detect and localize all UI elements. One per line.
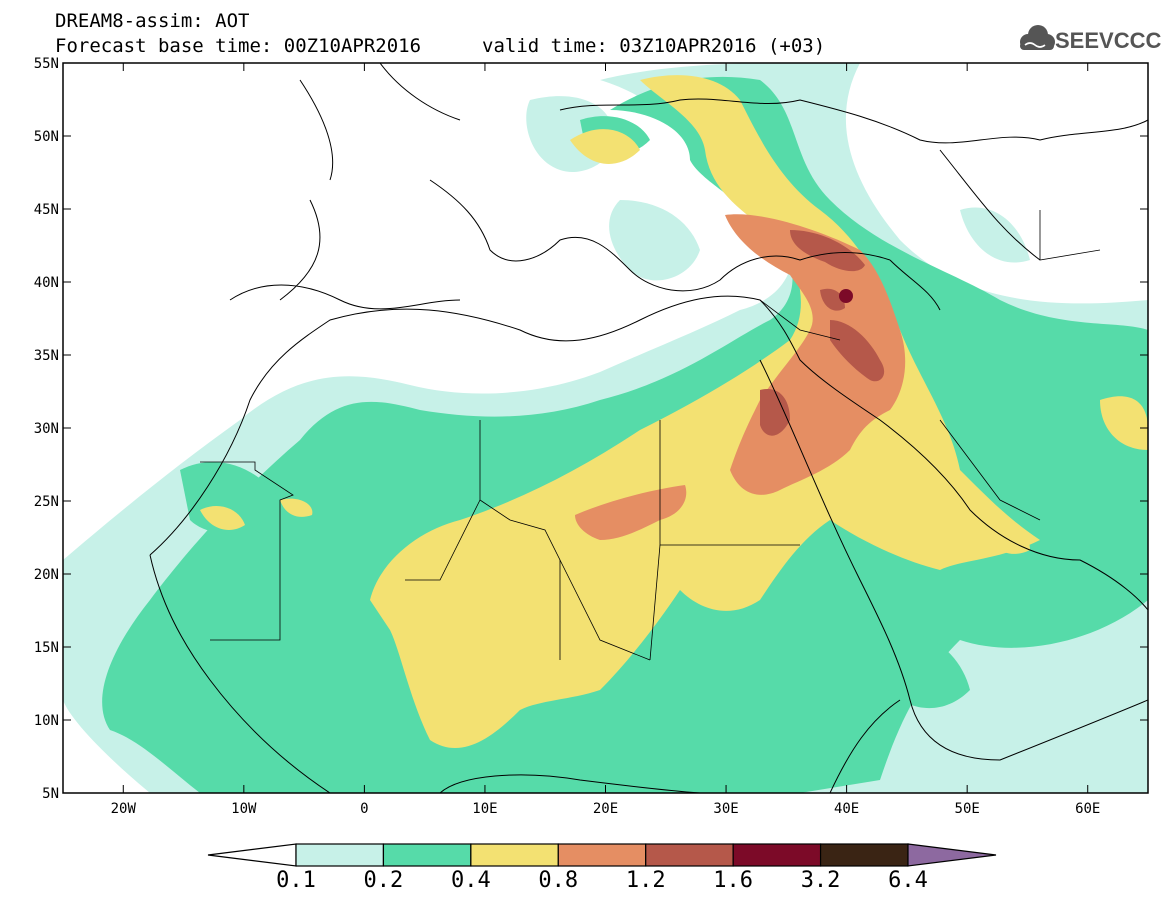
- colorbar-low-arrow: [207, 843, 297, 867]
- lat-tick-label: 40N: [34, 275, 59, 291]
- lat-tick-label: 45N: [34, 202, 59, 218]
- lat-tick-label: 10N: [34, 713, 59, 729]
- colorbar-label: 1.6: [713, 868, 754, 893]
- lon-tick-label: 0: [360, 801, 368, 817]
- lat-tick-label: 15N: [34, 640, 59, 656]
- colorbar-label: 0.8: [538, 868, 579, 893]
- colorbar-label: 1.2: [625, 868, 666, 893]
- colorbar-swatch: [645, 843, 734, 867]
- lon-tick-label: 40E: [834, 801, 859, 817]
- lat-tick-label: 5N: [42, 786, 59, 802]
- lon-tick-label: 10W: [231, 801, 257, 817]
- colorbar-swatch: [295, 843, 385, 867]
- aot-fields: [63, 63, 1148, 793]
- colorbar-swatch: [732, 843, 822, 867]
- lon-tick-label: 20W: [111, 801, 137, 817]
- colorbar-label: 0.2: [363, 868, 404, 893]
- colorbar-swatch: [557, 843, 647, 867]
- colorbar-swatch: [470, 843, 559, 867]
- colorbar-swatch: [382, 843, 472, 867]
- colorbar-swatch: [819, 843, 909, 867]
- coastlines: [149, 63, 1148, 793]
- map-title: DREAM8-assim: AOT: [55, 10, 250, 32]
- aot-contour-1.2: [760, 230, 885, 436]
- latitude-axis: 55N 50N 45N 40N 35N 30N 25N 20N 15N 10N 5N: [34, 56, 1148, 802]
- lon-tick-label: 20E: [593, 801, 618, 817]
- cloud-icon: [1020, 25, 1055, 50]
- lat-tick-label: 55N: [34, 56, 59, 72]
- colorbar-label: 0.1: [276, 868, 316, 893]
- lon-tick-label: 50E: [955, 801, 980, 817]
- aot-contour-1.6: [839, 289, 853, 303]
- lon-tick-label: 30E: [713, 801, 738, 817]
- longitude-axis: 20W 10W 0 10E 20E 30E 40E 50E 60E: [111, 63, 1100, 817]
- valid-time: valid time: 03Z10APR2016 (+03): [482, 35, 826, 57]
- forecast-base-time: Forecast base time: 00Z10APR2016: [55, 35, 422, 57]
- colorbar-label: 0.4: [450, 868, 491, 893]
- lon-tick-label: 10E: [472, 801, 497, 817]
- colorbar: [207, 843, 997, 867]
- colorbar-label: 6.4: [888, 868, 928, 893]
- lat-tick-label: 30N: [34, 421, 59, 437]
- colorbar-high-arrow: [907, 843, 997, 867]
- lat-tick-label: 50N: [34, 129, 59, 145]
- lat-tick-label: 20N: [34, 567, 59, 583]
- lon-tick-label: 60E: [1075, 801, 1100, 817]
- seevccc-logo: SEEVCCC: [1055, 28, 1162, 53]
- borders: [200, 210, 1101, 661]
- lat-tick-label: 25N: [34, 494, 59, 510]
- lat-tick-label: 35N: [34, 348, 59, 364]
- colorbar-label: 3.2: [800, 868, 841, 893]
